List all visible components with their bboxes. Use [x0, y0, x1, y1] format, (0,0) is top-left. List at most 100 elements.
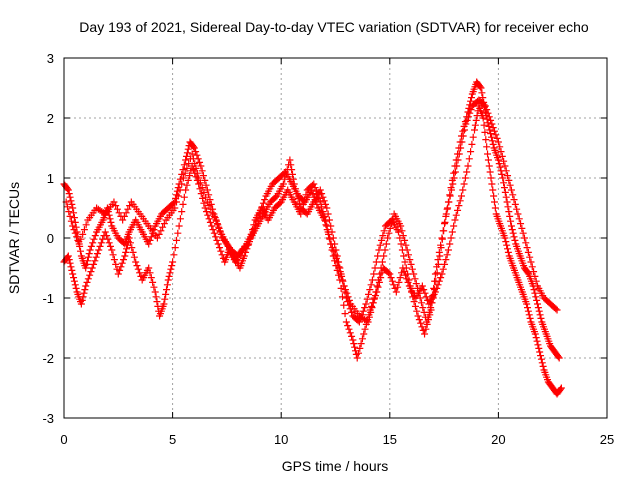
data-point: [70, 214, 78, 222]
data-point: [202, 208, 210, 216]
data-point: [505, 208, 513, 216]
data-point: [73, 233, 81, 241]
data-point: [455, 150, 463, 158]
data-point: [415, 289, 423, 297]
y-axis-label: SDTVAR / TECUs: [6, 182, 22, 294]
data-point: [555, 354, 563, 362]
data-point: [324, 210, 332, 218]
data-point: [431, 286, 439, 294]
data-point: [438, 270, 446, 278]
data-point: [212, 216, 220, 224]
data-point: [160, 220, 168, 228]
data-point: [532, 277, 540, 285]
data-point: [398, 227, 406, 235]
data-point: [454, 156, 462, 164]
data-point: [210, 229, 218, 237]
data-point: [506, 181, 514, 189]
data-point: [458, 138, 466, 146]
data-point: [414, 312, 422, 320]
data-point: [71, 229, 79, 237]
data-point: [147, 233, 155, 241]
data-point: [192, 164, 200, 172]
data-point: [403, 275, 411, 283]
data-point: [395, 278, 403, 286]
data-point: [438, 235, 446, 243]
data-point: [339, 277, 347, 285]
data-point: [418, 282, 426, 290]
data-point: [371, 294, 379, 302]
data-point: [130, 253, 138, 261]
data-point: [348, 332, 356, 340]
data-point: [114, 270, 122, 278]
data-point: [401, 258, 409, 266]
data-point: [133, 262, 141, 270]
data-point: [460, 180, 468, 188]
data-point: [390, 281, 398, 289]
data-point: [375, 246, 383, 254]
data-point: [440, 227, 448, 235]
data-point: [484, 109, 492, 117]
data-point: [336, 268, 344, 276]
data-point: [397, 222, 405, 230]
data-point: [240, 252, 248, 260]
data-point: [63, 185, 71, 193]
data-point: [537, 355, 545, 363]
data-point: [173, 198, 181, 206]
data-point: [77, 300, 85, 308]
data-point: [444, 246, 452, 254]
data-point: [441, 218, 449, 226]
data-point: [199, 172, 207, 180]
data-point: [450, 174, 458, 182]
data-point: [186, 172, 194, 180]
data-point: [203, 198, 211, 206]
data-point: [484, 150, 492, 158]
data-point: [168, 262, 176, 270]
data-point: [464, 113, 472, 121]
data-point: [209, 209, 217, 217]
data-point: [70, 226, 78, 234]
data-point: [207, 205, 215, 213]
data-point: [322, 221, 330, 229]
data-point: [432, 277, 440, 285]
data-point: [185, 160, 193, 168]
data-point: [312, 197, 320, 205]
data-point: [86, 246, 94, 254]
data-point: [180, 161, 188, 169]
x-axis-label: GPS time / hours: [282, 458, 389, 474]
data-point: [434, 281, 442, 289]
data-point: [434, 260, 442, 268]
data-point: [536, 311, 544, 319]
data-point: [453, 162, 461, 170]
data-point: [524, 269, 532, 277]
data-point: [465, 155, 473, 163]
data-point: [89, 239, 97, 247]
data-point: [447, 234, 455, 242]
data-point: [477, 84, 485, 92]
data-point: [167, 265, 175, 273]
data-point: [179, 200, 187, 208]
data-point: [146, 236, 154, 244]
data-point: [410, 298, 418, 306]
data-point: [410, 270, 418, 278]
data-point: [373, 282, 381, 290]
data-point: [372, 258, 380, 266]
data-point: [106, 215, 114, 223]
data-point: [523, 244, 531, 252]
data-point: [423, 318, 431, 326]
data-point: [67, 197, 75, 205]
data-point: [485, 113, 493, 121]
data-point: [201, 176, 209, 184]
data-point: [437, 274, 445, 282]
data-point: [215, 223, 223, 231]
data-point: [501, 234, 509, 242]
data-point: [331, 251, 339, 259]
x-tick-label: 10: [274, 432, 288, 447]
data-point: [176, 175, 184, 183]
data-point: [204, 211, 212, 219]
data-point: [150, 283, 158, 291]
data-points: [60, 78, 565, 398]
data-point: [171, 244, 179, 252]
data-point: [503, 198, 511, 206]
data-point: [400, 252, 408, 260]
